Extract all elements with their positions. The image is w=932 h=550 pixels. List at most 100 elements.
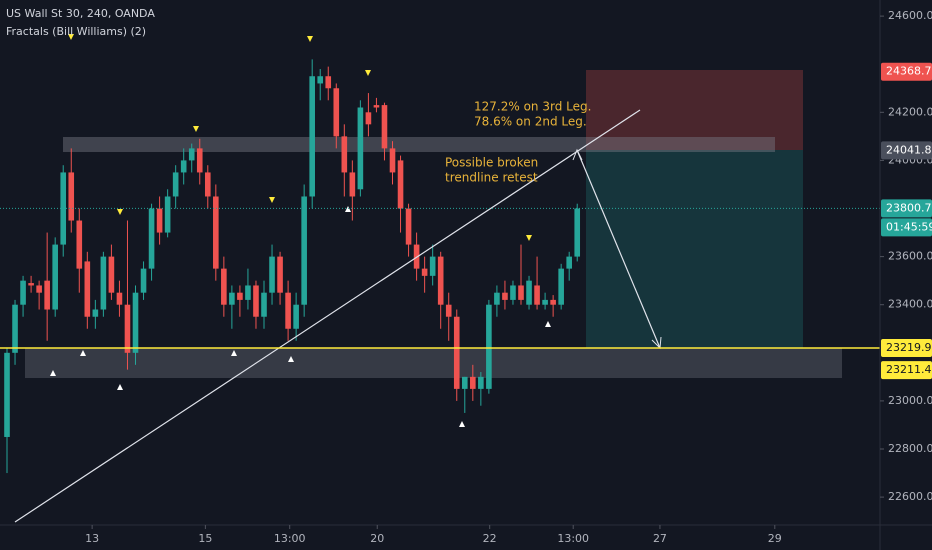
x-tick-label: 13:00 xyxy=(557,532,589,545)
candle-body xyxy=(229,292,235,305)
plot xyxy=(0,34,880,523)
candle-body xyxy=(172,172,179,197)
x-tick-label: 27 xyxy=(653,532,667,545)
fractal-up xyxy=(307,36,313,42)
resistance-zone xyxy=(63,137,775,152)
candle-body xyxy=(237,292,243,300)
y-tick-label: 24200.0 xyxy=(888,105,932,118)
candle-body xyxy=(132,292,139,353)
candle-body xyxy=(381,105,388,149)
y-tick-label: 23400.0 xyxy=(888,298,932,311)
candle-body xyxy=(357,107,364,190)
candle-body xyxy=(341,136,348,173)
candle-body xyxy=(437,256,444,305)
candle-body xyxy=(429,256,436,276)
candle-body xyxy=(397,160,404,209)
candle-body xyxy=(405,208,412,245)
fractal-up xyxy=(269,197,275,203)
price-badge-label: 23219.9 xyxy=(886,341,932,354)
candle-body xyxy=(461,376,468,389)
candle-body xyxy=(301,196,307,305)
candle-body xyxy=(84,261,91,317)
candle-body xyxy=(510,285,516,300)
annotation: Possible broken xyxy=(445,156,538,170)
fractal-down xyxy=(80,350,86,356)
candle-body xyxy=(421,268,428,276)
candle-body xyxy=(12,304,18,353)
indicator-name: Fractals (Bill Williams) (2) xyxy=(6,25,146,38)
fractal-up xyxy=(365,70,371,76)
candle-body xyxy=(453,316,460,389)
arrow-head xyxy=(572,148,583,161)
candle-body xyxy=(140,268,147,293)
y-tick-label: 22600.0 xyxy=(888,490,932,503)
price-badge-label: 23211.4 xyxy=(886,363,932,376)
x-tick-label: 13 xyxy=(85,532,99,545)
candle-body xyxy=(445,304,452,317)
candle-body xyxy=(116,292,123,305)
candle-body xyxy=(100,256,107,310)
candle-body xyxy=(349,172,356,197)
candle-body xyxy=(204,172,211,197)
fractal-down xyxy=(117,384,123,390)
annotation: trendline retest xyxy=(445,171,538,185)
candle-body xyxy=(68,172,75,221)
countdown: 01:45:59 xyxy=(886,220,932,233)
x-tick-label: 29 xyxy=(768,532,782,545)
price-badge xyxy=(881,62,932,81)
candle-body xyxy=(188,148,195,161)
candle-body xyxy=(261,292,267,317)
price-badge-label: 24368.7 xyxy=(886,65,932,78)
price-badge xyxy=(881,339,932,358)
fractal-down xyxy=(545,321,551,327)
candle-body xyxy=(52,244,58,310)
candle-body xyxy=(333,88,340,137)
fractal-down xyxy=(231,350,237,356)
fractal-up xyxy=(68,34,74,40)
candle-body xyxy=(148,208,155,269)
countdown-badge xyxy=(881,218,932,237)
candle-body xyxy=(28,283,34,286)
y-tick-label: 22800.0 xyxy=(888,442,932,455)
candle-body xyxy=(36,285,42,293)
candle-body xyxy=(518,285,524,300)
candle-body xyxy=(365,112,372,125)
candle-body xyxy=(317,76,324,84)
support-zone xyxy=(25,348,842,378)
fractal-up xyxy=(117,209,123,215)
price-badge-label: 23800.7 xyxy=(886,201,932,214)
candle-body xyxy=(373,105,380,108)
price-badge-label: 24041.8 xyxy=(886,143,932,156)
stop-zone xyxy=(586,70,803,150)
target-zone xyxy=(586,150,803,348)
annotation: 127.2% on 3rd Leg. xyxy=(474,100,591,114)
fractal-up xyxy=(193,126,199,132)
candle-body xyxy=(478,376,484,389)
fractal-down xyxy=(50,370,56,376)
candle-body xyxy=(92,309,99,317)
candle-body xyxy=(245,285,251,300)
candle-body xyxy=(542,299,548,305)
candle-body xyxy=(494,292,500,305)
candle-body xyxy=(76,220,83,269)
candle-body xyxy=(285,292,291,329)
trendline xyxy=(14,109,641,523)
candle-body xyxy=(566,256,572,269)
price-badge xyxy=(881,199,932,218)
candle-body xyxy=(470,376,476,389)
price-badge xyxy=(881,361,932,380)
fractal-down xyxy=(345,206,351,212)
candle-body xyxy=(180,160,187,173)
x-tick-label: 20 xyxy=(370,532,384,545)
candle-body xyxy=(108,256,115,293)
candle-body xyxy=(502,292,508,300)
candle-body xyxy=(196,148,203,173)
candle-body xyxy=(550,299,556,305)
candle-body xyxy=(277,256,283,293)
candle-body xyxy=(164,196,171,233)
candle-body xyxy=(213,196,219,269)
candle-body xyxy=(486,304,492,389)
candle-body xyxy=(534,285,540,305)
candle-body xyxy=(293,304,299,329)
